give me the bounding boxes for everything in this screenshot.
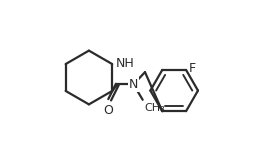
Text: CH₃: CH₃: [144, 103, 165, 113]
Text: NH: NH: [116, 57, 134, 70]
Text: N: N: [129, 78, 138, 91]
Text: O: O: [103, 104, 113, 117]
Text: F: F: [189, 62, 196, 75]
